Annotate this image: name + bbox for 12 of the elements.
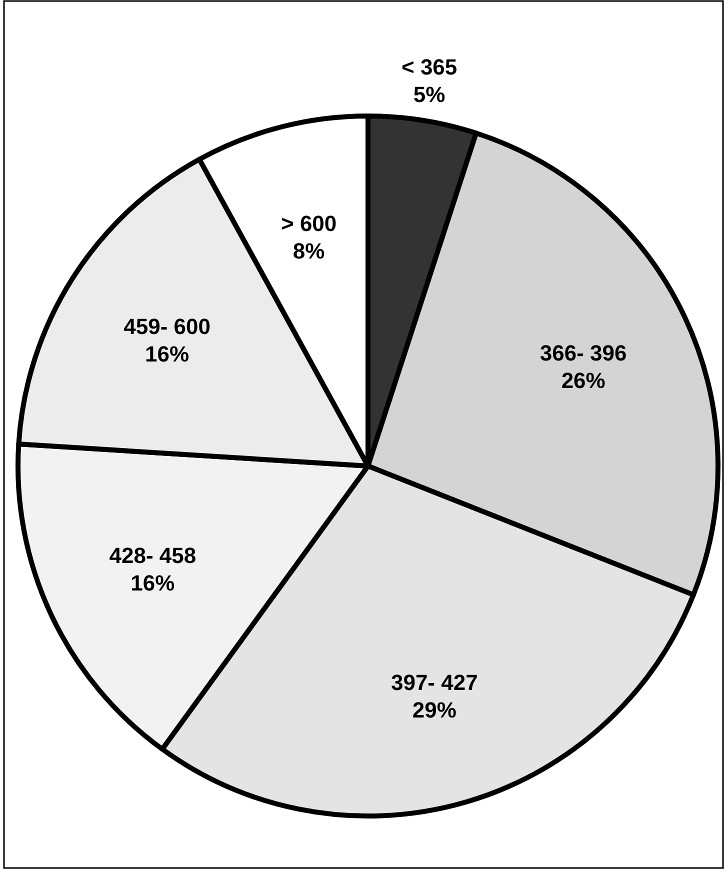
slice-label: > 600 bbox=[280, 211, 337, 236]
slice-label: 366- 396 bbox=[540, 340, 627, 366]
data-label: 16% bbox=[130, 570, 175, 596]
slice-label: 428- 458 bbox=[109, 542, 196, 568]
data-label: 26% bbox=[561, 368, 606, 393]
data-label: 29% bbox=[412, 698, 456, 723]
slice-label: 397- 427 bbox=[390, 670, 478, 696]
slice-label: < 365 bbox=[401, 54, 458, 80]
data-label: 8% bbox=[292, 238, 325, 264]
data-label: 16% bbox=[145, 342, 190, 367]
data-label: 5% bbox=[413, 82, 446, 107]
slice-label: 459- 600 bbox=[124, 314, 210, 340]
